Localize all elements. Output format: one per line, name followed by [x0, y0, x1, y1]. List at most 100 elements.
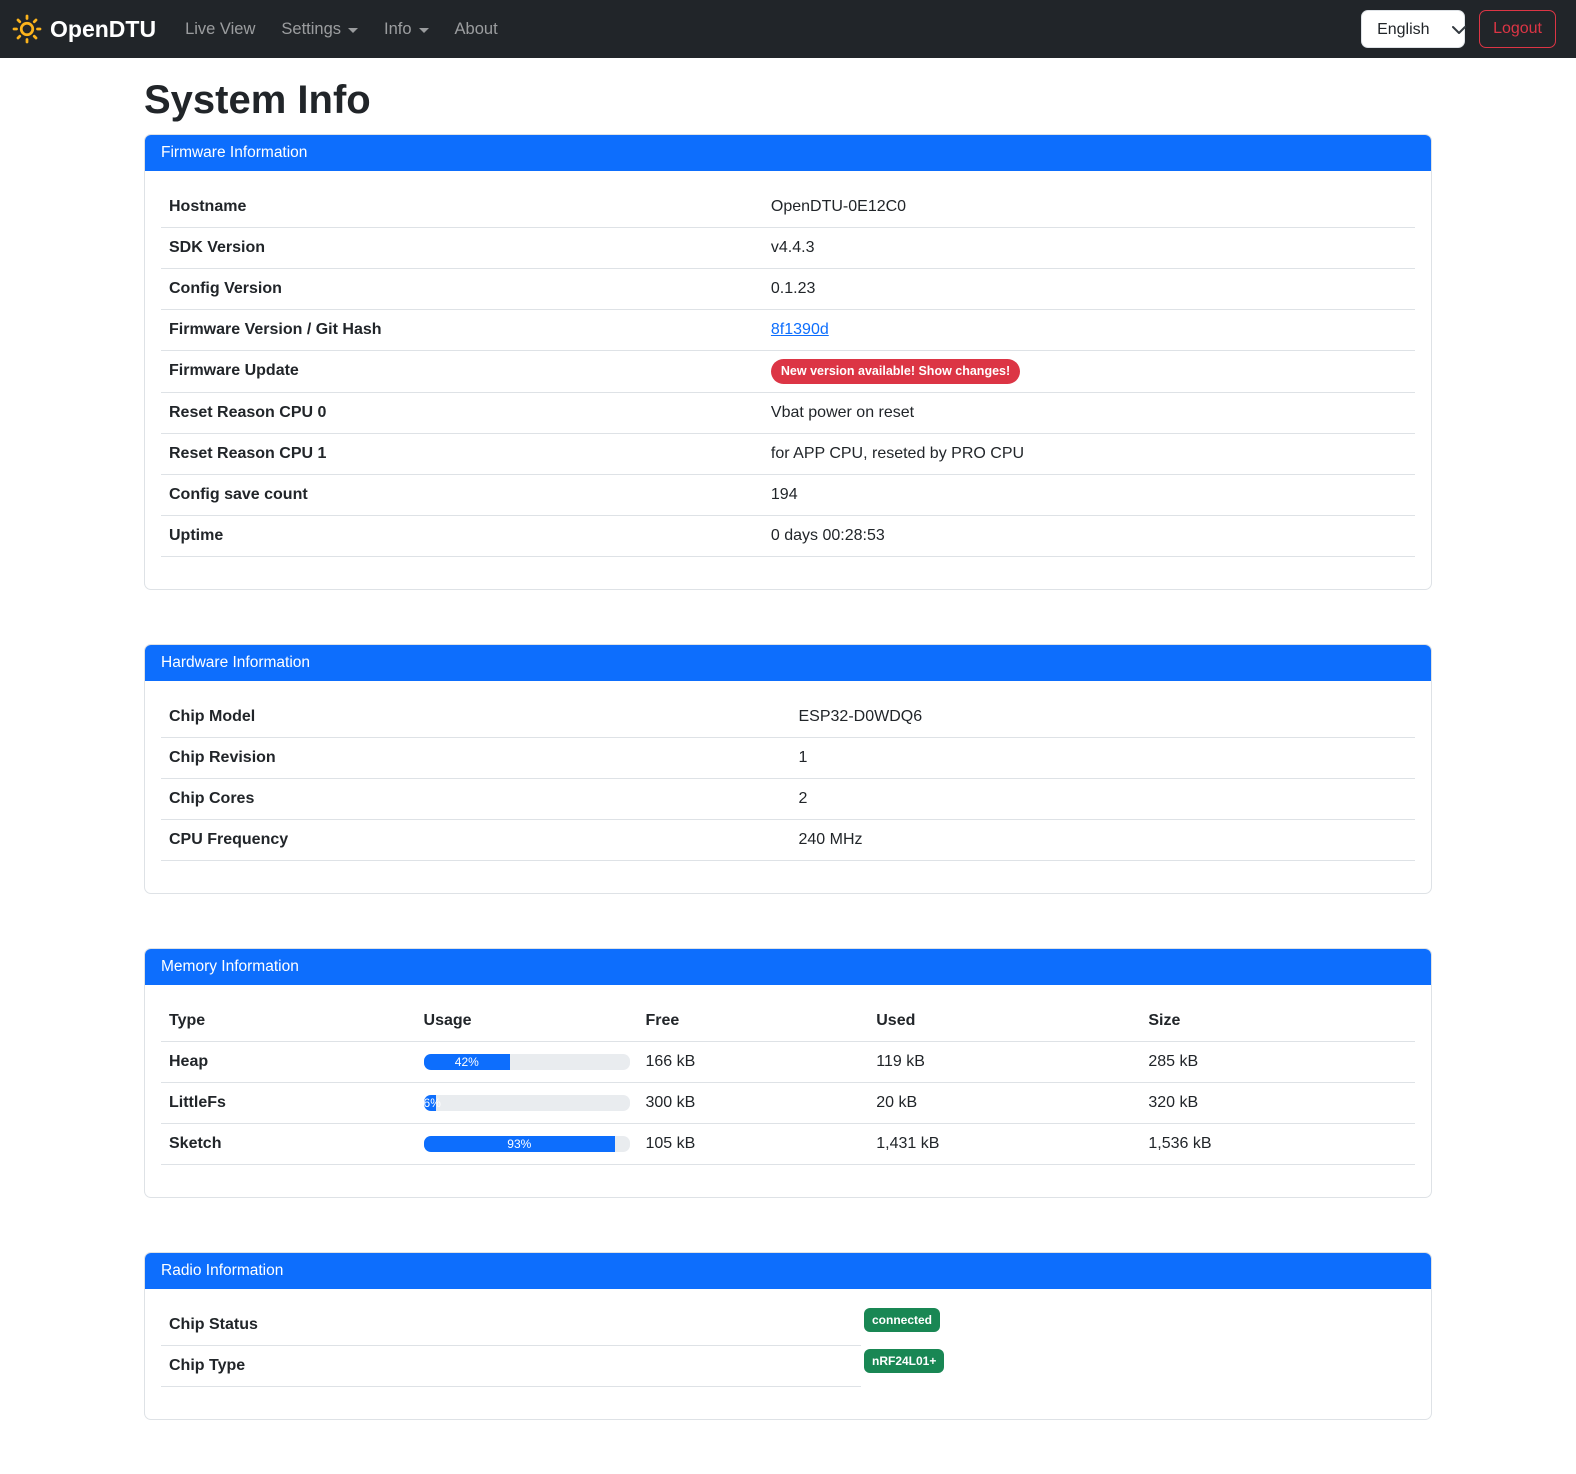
table-row: Chip Type nRF24L01+: [161, 1346, 1415, 1387]
nav-item-about[interactable]: About: [442, 12, 511, 47]
hardware-card-body: Chip Model ESP32-D0WDQ6 Chip Revision 1 …: [145, 681, 1431, 893]
navbar: OpenDTU Live View Settings Info About En…: [0, 0, 1576, 58]
row-label: Hostname: [161, 187, 763, 228]
column-header: Free: [637, 1000, 869, 1042]
memory-card-body: Type Usage Free Used Size Heap 42%: [145, 985, 1431, 1197]
row-label: LittleFs: [161, 1082, 416, 1124]
row-label: Firmware Version / Git Hash: [161, 309, 763, 351]
nav-item-settings[interactable]: Settings: [268, 12, 371, 47]
table-row: Hostname OpenDTU-0E12C0: [161, 187, 1415, 228]
radio-card-header: Radio Information: [145, 1252, 1431, 1289]
nav-item-label: Settings: [281, 19, 342, 38]
usage-progress: 93%: [423, 1135, 630, 1152]
column-header: Usage: [415, 1000, 638, 1042]
row-label: SDK Version: [161, 227, 763, 269]
size-value: 320 kB: [1140, 1082, 1415, 1124]
hardware-card-header: Hardware Information: [145, 644, 1431, 681]
firmware-card: Firmware Information Hostname OpenDTU-0E…: [144, 134, 1432, 590]
table-row: Chip Status connected: [161, 1305, 1415, 1346]
memory-table: Type Usage Free Used Size Heap 42%: [161, 1000, 1415, 1165]
hardware-table: Chip Model ESP32-D0WDQ6 Chip Revision 1 …: [161, 696, 1415, 861]
row-value: ESP32-D0WDQ6: [790, 696, 1415, 738]
row-label: Chip Type: [161, 1346, 861, 1387]
main-container: System Info Firmware Information Hostnam…: [128, 80, 1448, 1420]
logout-button[interactable]: Logout: [1479, 10, 1556, 48]
sun-logo-icon: [12, 14, 42, 44]
usage-cell: 6%: [415, 1082, 638, 1124]
row-label: Firmware Update: [161, 350, 763, 393]
row-value: 194: [762, 474, 1415, 516]
free-value: 300 kB: [637, 1082, 869, 1124]
radio-card: Radio Information Chip Status connected …: [144, 1251, 1432, 1420]
row-value: Vbat power on reset: [762, 392, 1415, 434]
table-row: Heap 42% 166 kB 119 kB 285 kB: [161, 1041, 1415, 1083]
row-label: Reset Reason CPU 0: [161, 392, 763, 434]
language-select[interactable]: English: [1361, 10, 1466, 48]
row-label: CPU Frequency: [161, 819, 791, 861]
row-label: Sketch: [161, 1123, 416, 1165]
column-header: Used: [868, 1000, 1141, 1042]
usage-progress: 6%: [423, 1094, 630, 1111]
row-label: Chip Cores: [161, 778, 791, 820]
size-value: 285 kB: [1140, 1041, 1415, 1083]
memory-card-header: Memory Information: [145, 948, 1431, 985]
row-label: Chip Model: [161, 696, 791, 738]
firmware-card-body: Hostname OpenDTU-0E12C0 SDK Version v4.4…: [145, 171, 1431, 589]
nav-item-live-view[interactable]: Live View: [172, 12, 268, 47]
usage-progress-fill: 6%: [423, 1094, 441, 1111]
radio-table: Chip Status connected Chip Type nRF24L01…: [161, 1305, 1415, 1387]
firmware-update-badge[interactable]: New version available! Show changes!: [770, 359, 1021, 384]
chip-status-badge: connected: [864, 1307, 941, 1332]
table-row: Chip Model ESP32-D0WDQ6: [161, 696, 1415, 738]
table-row: Sketch 93% 105 kB 1,431 kB 1,536 kB: [161, 1123, 1415, 1165]
row-value: 240 MHz: [790, 819, 1415, 861]
page-title: System Info: [144, 78, 371, 122]
row-label: Config Version: [161, 268, 763, 310]
usage-progress-fill: 42%: [423, 1053, 511, 1070]
row-value: OpenDTU-0E12C0: [762, 187, 1415, 228]
table-row: Firmware Update New version available! S…: [161, 350, 1415, 393]
nav-item-info[interactable]: Info: [371, 12, 442, 47]
usage-cell: 42%: [415, 1041, 638, 1083]
row-value: 2: [790, 778, 1415, 820]
used-value: 1,431 kB: [868, 1123, 1141, 1165]
free-value: 166 kB: [637, 1041, 869, 1083]
row-value: New version available! Show changes!: [762, 350, 1415, 393]
radio-card-body: Chip Status connected Chip Type nRF24L01…: [145, 1289, 1431, 1419]
row-value: for APP CPU, reseted by PRO CPU: [762, 433, 1415, 475]
row-value: 1: [790, 737, 1415, 779]
brand-label: OpenDTU: [50, 15, 157, 42]
size-value: 1,536 kB: [1140, 1123, 1415, 1165]
nav-links: Live View Settings Info About: [172, 12, 511, 47]
table-row: Config save count 194: [161, 474, 1415, 516]
table-row: Reset Reason CPU 1 for APP CPU, reseted …: [161, 433, 1415, 475]
table-row: CPU Frequency 240 MHz: [161, 819, 1415, 861]
git-hash-link[interactable]: 8f1390d: [770, 321, 829, 338]
usage-cell: 93%: [415, 1123, 638, 1165]
table-row: Reset Reason CPU 0 Vbat power on reset: [161, 392, 1415, 434]
row-label: Heap: [161, 1041, 416, 1083]
row-value: 0 days 00:28:53: [762, 515, 1415, 557]
table-header-row: Type Usage Free Used Size: [161, 1000, 1415, 1042]
nav-item-label: About: [454, 19, 498, 38]
row-label: Uptime: [161, 515, 763, 557]
column-header: Size: [1140, 1000, 1415, 1042]
row-value: v4.4.3: [762, 227, 1415, 269]
table-row: LittleFs 6% 300 kB 20 kB 320 kB: [161, 1082, 1415, 1124]
usage-progress-fill: 93%: [423, 1135, 616, 1152]
used-value: 20 kB: [868, 1082, 1141, 1124]
table-row: Chip Cores 2: [161, 778, 1415, 820]
table-row: SDK Version v4.4.3: [161, 227, 1415, 269]
chevron-down-icon: [348, 28, 359, 33]
chevron-down-icon: [418, 28, 429, 33]
row-label: Config save count: [161, 474, 763, 516]
row-label: Reset Reason CPU 1: [161, 433, 763, 475]
table-row: Firmware Version / Git Hash 8f1390d: [161, 309, 1415, 351]
row-value: 0.1.23: [762, 268, 1415, 310]
navbar-left: OpenDTU Live View Settings Info About: [12, 10, 511, 48]
table-row: Config Version 0.1.23: [161, 268, 1415, 310]
hardware-card: Hardware Information Chip Model ESP32-D0…: [144, 643, 1432, 894]
firmware-card-header: Firmware Information: [145, 135, 1431, 171]
brand-link[interactable]: OpenDTU: [12, 10, 156, 48]
firmware-table: Hostname OpenDTU-0E12C0 SDK Version v4.4…: [161, 187, 1415, 557]
